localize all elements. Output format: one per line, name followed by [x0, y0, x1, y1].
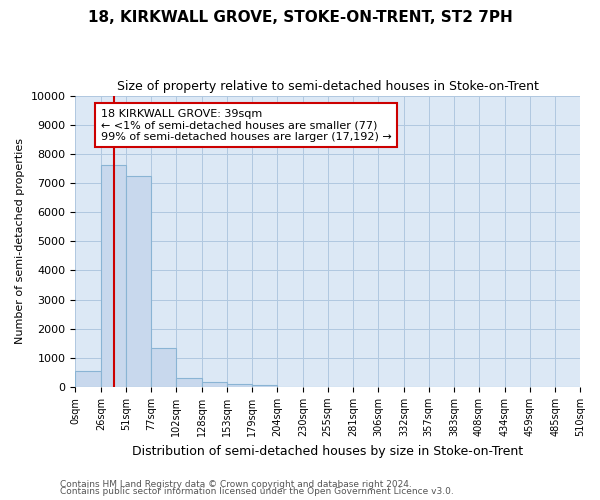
Text: 18 KIRKWALL GROVE: 39sqm
← <1% of semi-detached houses are smaller (77)
99% of s: 18 KIRKWALL GROVE: 39sqm ← <1% of semi-d…: [101, 108, 392, 142]
Bar: [101, 166, 126, 387]
Bar: [75, 371, 101, 387]
Bar: [227, 384, 253, 387]
X-axis label: Distribution of semi-detached houses by size in Stoke-on-Trent: Distribution of semi-detached houses by …: [132, 444, 523, 458]
Bar: [151, 348, 176, 387]
Text: 18, KIRKWALL GROVE, STOKE-ON-TRENT, ST2 7PH: 18, KIRKWALL GROVE, STOKE-ON-TRENT, ST2 …: [88, 10, 512, 25]
Bar: [253, 385, 277, 387]
Text: Contains public sector information licensed under the Open Government Licence v3: Contains public sector information licen…: [60, 487, 454, 496]
Title: Size of property relative to semi-detached houses in Stoke-on-Trent: Size of property relative to semi-detach…: [117, 80, 539, 93]
Text: Contains HM Land Registry data © Crown copyright and database right 2024.: Contains HM Land Registry data © Crown c…: [60, 480, 412, 489]
Bar: [202, 382, 227, 387]
Bar: [176, 378, 202, 387]
Bar: [126, 176, 151, 387]
Y-axis label: Number of semi-detached properties: Number of semi-detached properties: [15, 138, 25, 344]
